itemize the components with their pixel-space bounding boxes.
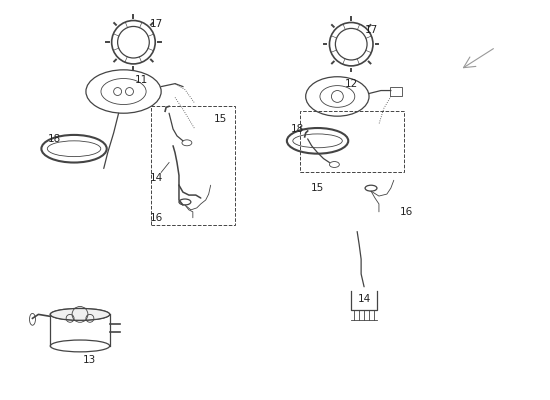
- Text: 18: 18: [48, 134, 61, 144]
- Text: 14: 14: [358, 294, 371, 304]
- Text: 17: 17: [365, 25, 378, 35]
- Text: 16: 16: [150, 213, 163, 223]
- Text: 11: 11: [135, 75, 148, 85]
- Text: 13: 13: [83, 355, 96, 365]
- Text: 15: 15: [214, 114, 227, 124]
- Text: 17: 17: [150, 20, 163, 30]
- Text: 16: 16: [400, 207, 413, 217]
- Ellipse shape: [50, 308, 109, 320]
- Text: 15: 15: [311, 183, 324, 193]
- Text: 12: 12: [345, 79, 358, 89]
- Text: 18: 18: [291, 124, 304, 134]
- Text: 14: 14: [150, 173, 163, 183]
